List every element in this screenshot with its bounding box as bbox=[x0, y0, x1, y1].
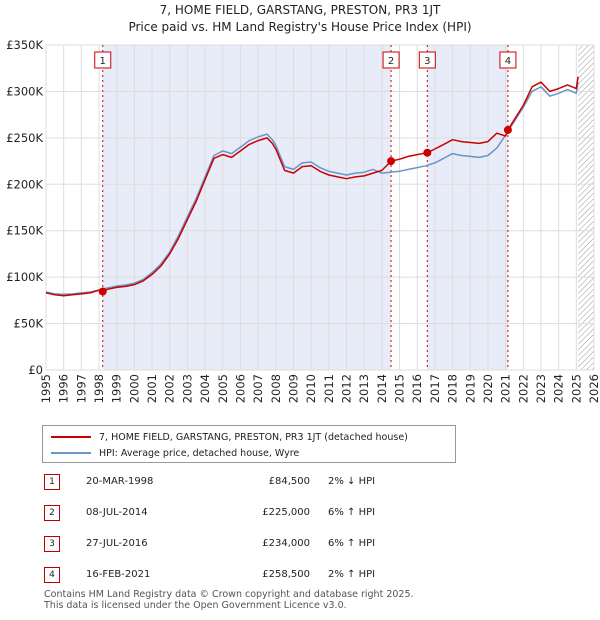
transaction-price: £234,000 bbox=[262, 538, 310, 549]
x-tick-label: 2005 bbox=[216, 374, 230, 403]
x-tick-label: 2019 bbox=[463, 374, 477, 403]
sale-marker-box bbox=[94, 51, 112, 69]
x-axis: 1995 1996 1997 1998 1999 2000 2001 2002 2003 2004… bbox=[39, 374, 600, 403]
legend-swatch-property bbox=[51, 436, 91, 438]
legend-label-property: 7, HOME FIELD, GARSTANG, PRESTON, PR3 1J… bbox=[99, 431, 408, 443]
transaction-number: 4 bbox=[44, 567, 60, 583]
x-tick-label: 2021 bbox=[499, 374, 513, 403]
y-tick-label: £150K bbox=[6, 224, 43, 238]
sale-marker-box bbox=[499, 51, 517, 69]
y-tick-label: £350K bbox=[6, 38, 43, 52]
ownership-shade bbox=[427, 45, 508, 370]
y-tick-label: £300K bbox=[6, 84, 43, 98]
x-tick-label: 2017 bbox=[428, 374, 442, 403]
transaction-hpi-diff: 2% ↑ HPI bbox=[328, 569, 376, 580]
legend-item-hpi: HPI: Average price, detached house, Wyre bbox=[51, 445, 299, 461]
transaction-date: 08-JUL-2014 bbox=[86, 507, 148, 518]
transaction-date: 20-MAR-1998 bbox=[86, 476, 154, 487]
x-tick-label: 2006 bbox=[233, 374, 247, 403]
transaction-number: 3 bbox=[44, 536, 60, 552]
x-tick-label: 2026 bbox=[587, 374, 600, 403]
transaction-number: 1 bbox=[44, 474, 60, 490]
sale-marker-number: 4 bbox=[505, 56, 511, 67]
x-tick-label: 2010 bbox=[304, 374, 318, 403]
y-tick-label: £50K bbox=[14, 317, 44, 331]
x-tick-label: 2024 bbox=[552, 374, 566, 403]
footer-licence: This data is licensed under the Open Gov… bbox=[44, 600, 347, 611]
transaction-number: 2 bbox=[44, 505, 60, 521]
sale-marker-number: 1 bbox=[100, 56, 106, 67]
grid-lines bbox=[45, 44, 595, 371]
transaction-row: 2 08-JUL-2014 £225,000 6% ↑ HPI bbox=[44, 505, 464, 523]
x-tick-label: 2013 bbox=[357, 374, 371, 403]
ownership-shade bbox=[102, 45, 392, 370]
x-tick-label: 1998 bbox=[92, 374, 106, 403]
y-tick-label: £250K bbox=[6, 131, 43, 145]
transaction-date: 16-FEB-2021 bbox=[86, 569, 151, 580]
forecast-hatch bbox=[578, 45, 594, 370]
transaction-hpi-diff: 6% ↑ HPI bbox=[328, 507, 376, 518]
sale-marker-box bbox=[382, 51, 400, 69]
x-tick-label: 1995 bbox=[39, 374, 53, 403]
sale-point bbox=[503, 125, 512, 134]
y-tick-label: £0 bbox=[28, 363, 43, 377]
x-tick-label: 2009 bbox=[286, 374, 300, 403]
transaction-hpi-diff: 6% ↑ HPI bbox=[328, 538, 376, 549]
transaction-row: 1 20-MAR-1998 £84,500 2% ↓ HPI bbox=[44, 474, 464, 492]
sale-marker-lines bbox=[102, 45, 509, 370]
price-chart: 7, HOME FIELD, GARSTANG, PRESTON, PR3 1J… bbox=[6, 3, 600, 403]
transaction-row: 3 27-JUL-2016 £234,000 6% ↑ HPI bbox=[44, 536, 464, 554]
x-tick-label: 2001 bbox=[145, 374, 159, 403]
series-line bbox=[45, 76, 579, 297]
x-tick-label: 2014 bbox=[375, 374, 389, 403]
legend: 7, HOME FIELD, GARSTANG, PRESTON, PR3 1J… bbox=[42, 425, 456, 463]
y-axis: £0 £50K £100K £150K £200K £250K £300K £350K bbox=[6, 38, 43, 377]
y-tick-label: £100K bbox=[6, 270, 43, 284]
series-lines bbox=[45, 76, 579, 297]
x-tick-label: 2008 bbox=[269, 374, 283, 403]
sale-point bbox=[98, 287, 107, 296]
x-tick-label: 2003 bbox=[180, 374, 194, 403]
x-tick-label: 2025 bbox=[569, 374, 583, 403]
transaction-price: £225,000 bbox=[262, 507, 310, 518]
x-tick-label: 2011 bbox=[322, 374, 336, 403]
legend-item-property: 7, HOME FIELD, GARSTANG, PRESTON, PR3 1J… bbox=[51, 429, 408, 445]
transaction-price: £84,500 bbox=[268, 476, 310, 487]
x-tick-label: 2018 bbox=[446, 374, 460, 403]
plot-background bbox=[46, 45, 594, 370]
x-tick-label: 2020 bbox=[481, 374, 495, 403]
sale-point bbox=[387, 157, 396, 166]
sale-marker-boxes: 1 2 3 4 bbox=[94, 51, 517, 69]
x-tick-label: 2007 bbox=[251, 374, 265, 403]
transaction-hpi-diff: 2% ↓ HPI bbox=[328, 476, 376, 487]
transaction-price: £258,500 bbox=[262, 569, 310, 580]
transaction-row: 4 16-FEB-2021 £258,500 2% ↑ HPI bbox=[44, 567, 464, 585]
chart-subtitle: Price paid vs. HM Land Registry's House … bbox=[128, 20, 471, 34]
x-tick-label: 2023 bbox=[534, 374, 548, 403]
sale-marker-number: 3 bbox=[424, 56, 430, 67]
sale-marker-number: 2 bbox=[388, 56, 394, 67]
footer: Contains HM Land Registry data © Crown c… bbox=[44, 589, 414, 611]
x-tick-label: 2000 bbox=[127, 374, 141, 403]
x-tick-label: 2022 bbox=[516, 374, 530, 403]
legend-swatch-hpi bbox=[51, 452, 91, 454]
legend-label-hpi: HPI: Average price, detached house, Wyre bbox=[99, 447, 300, 459]
x-tick-label: 1997 bbox=[74, 374, 88, 403]
x-tick-label: 2015 bbox=[393, 374, 407, 403]
sale-point bbox=[423, 148, 432, 157]
sale-marker-box bbox=[418, 51, 436, 69]
series-line bbox=[45, 81, 579, 296]
footer-copyright: Contains HM Land Registry data © Crown c… bbox=[44, 589, 414, 600]
x-tick-label: 1999 bbox=[110, 374, 124, 403]
sale-points bbox=[98, 125, 512, 296]
x-tick-label: 2002 bbox=[163, 374, 177, 403]
x-tick-label: 1996 bbox=[57, 374, 71, 403]
y-tick-label: £200K bbox=[6, 177, 43, 191]
transaction-date: 27-JUL-2016 bbox=[86, 538, 148, 549]
x-tick-label: 2004 bbox=[198, 374, 212, 403]
chart-title: 7, HOME FIELD, GARSTANG, PRESTON, PR3 1J… bbox=[160, 3, 441, 17]
x-tick-label: 2012 bbox=[340, 374, 354, 403]
x-tick-label: 2016 bbox=[410, 374, 424, 403]
